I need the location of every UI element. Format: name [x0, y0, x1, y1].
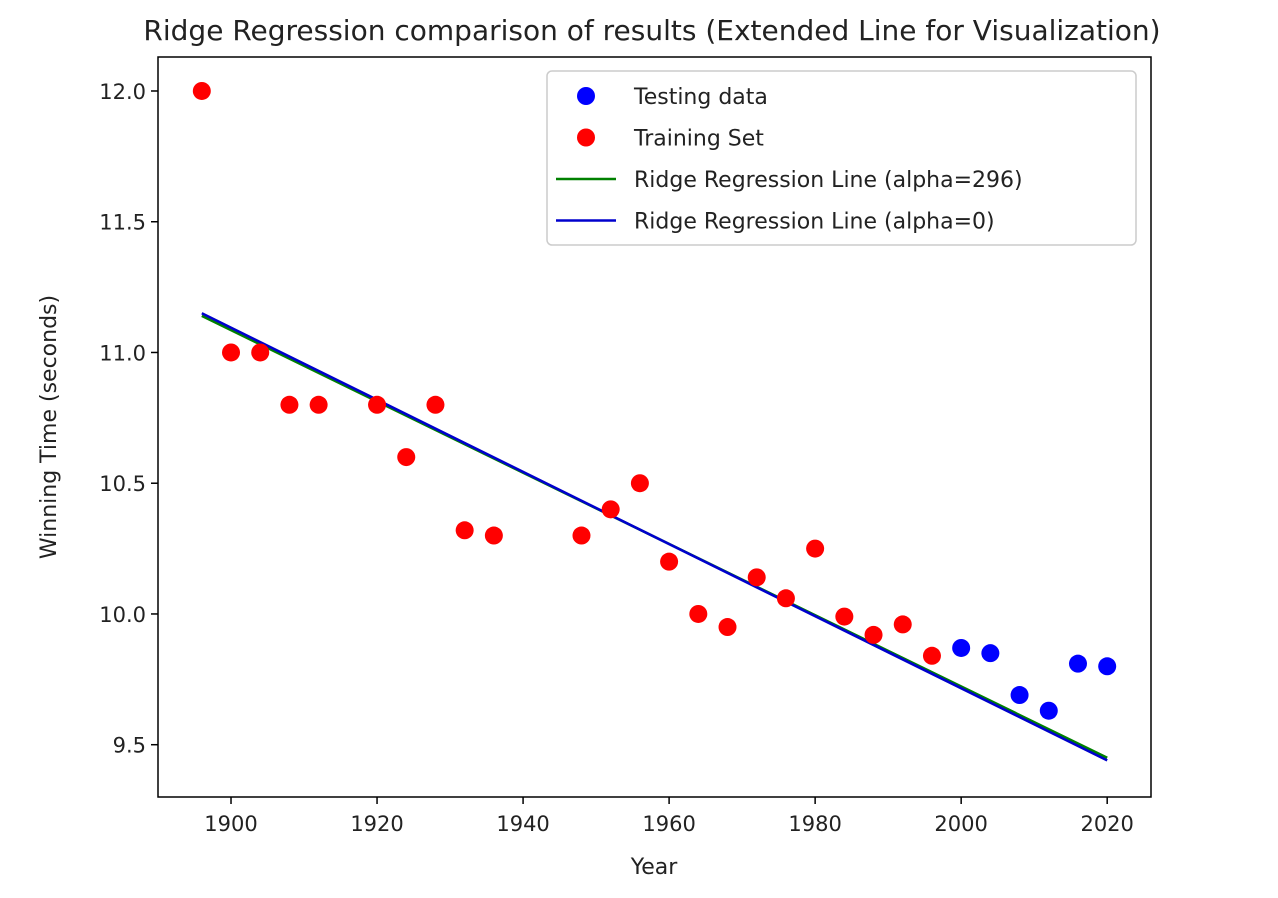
- x-tick-label: 1960: [642, 812, 695, 836]
- x-tick-label: 1900: [204, 812, 257, 836]
- training-set-point: [572, 526, 591, 545]
- training-set-point: [368, 395, 387, 414]
- training-set-point: [397, 448, 416, 467]
- legend-frame: [546, 70, 1137, 246]
- training-set-point: [601, 500, 620, 519]
- training-set-point: [222, 343, 241, 362]
- training-set-point: [280, 395, 299, 414]
- training-set-point: [806, 539, 825, 558]
- testing-data-point: [1098, 657, 1117, 676]
- x-tick-label: 1940: [496, 812, 549, 836]
- y-tick-label: 11.5: [99, 211, 146, 235]
- training-set-point: [309, 395, 328, 414]
- x-tick-label: 2020: [1080, 812, 1133, 836]
- legend-label-ridge-regression-line-alpha-0: Ridge Regression Line (alpha=0): [634, 210, 995, 235]
- legend-label-ridge-regression-line-alpha-296: Ridge Regression Line (alpha=296): [634, 168, 1023, 193]
- series-line-ridge-regression-line-alpha-0: [201, 312, 1108, 762]
- data-points: [192, 81, 1117, 720]
- legend-label-testing-data: Testing data: [633, 85, 768, 110]
- regression-lines: [201, 312, 1108, 762]
- training-set-point: [630, 474, 649, 493]
- legend-marker-testing-data: [577, 87, 595, 105]
- training-set-point: [660, 552, 679, 571]
- x-axis: 1900 1920 1940 1960 1980 2000 2020: [204, 797, 1134, 836]
- legend-marker-training-set: [577, 128, 595, 147]
- x-tick-label: 1980: [788, 812, 841, 836]
- y-tick-label: 9.5: [113, 734, 146, 758]
- training-set-point: [922, 646, 941, 665]
- y-tick-label: 10.0: [99, 603, 146, 627]
- y-tick-label: 11.0: [99, 341, 146, 365]
- x-tick-label: 2000: [934, 812, 987, 836]
- testing-data-point: [1010, 686, 1029, 705]
- training-set-point: [893, 615, 912, 634]
- training-set-point: [747, 568, 766, 587]
- testing-data-point: [1039, 701, 1058, 720]
- y-tick-label: 10.5: [99, 472, 146, 496]
- training-set-point: [455, 521, 474, 540]
- training-set-point: [484, 526, 503, 545]
- legend-label-training-set: Training Set: [633, 127, 764, 152]
- chart-title: Ridge Regression comparison of results (…: [143, 14, 1160, 47]
- x-axis-label: Year: [630, 855, 679, 880]
- testing-data-point: [1068, 654, 1087, 673]
- training-set-point: [251, 343, 270, 362]
- training-set-point: [835, 607, 854, 626]
- training-set-point: [718, 618, 737, 637]
- training-set-point: [689, 604, 708, 623]
- x-tick-label: 1920: [350, 812, 403, 836]
- y-axis: 9.5 10.0 10.5 11.0 11.5 12.0: [99, 80, 158, 758]
- training-set-point: [426, 395, 445, 414]
- training-set-point: [864, 625, 883, 644]
- legend: Testing data Training Set Ridge Regression…: [546, 70, 1137, 246]
- training-set-point: [776, 589, 795, 608]
- training-set-point: [192, 81, 211, 100]
- testing-data-point: [981, 644, 1000, 663]
- y-axis-label: Winning Time (seconds): [37, 295, 62, 559]
- y-tick-label: 12.0: [99, 80, 146, 104]
- testing-data-point: [952, 638, 971, 657]
